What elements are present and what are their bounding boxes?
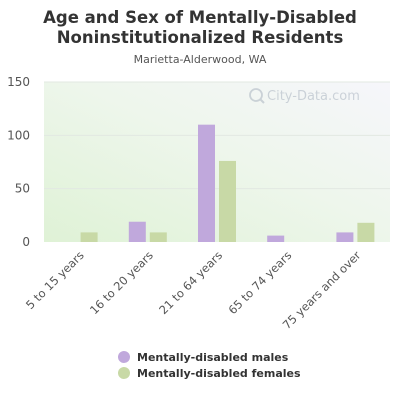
y-tick-label-100: 100 — [7, 128, 30, 142]
legend-item-males: Mentally-disabled males — [118, 349, 301, 365]
legend-swatch-females — [118, 367, 130, 379]
legend-label-females: Mentally-disabled females — [137, 366, 301, 380]
y-tick-label-0: 0 — [22, 235, 30, 249]
bar-females-1 — [149, 232, 167, 242]
x-tick-label-0: 5 to 15 years — [23, 248, 87, 312]
watermark-magnifier-icon — [249, 88, 263, 102]
chart-title: Age and Sex of Mentally-Disabled Noninst… — [43, 8, 357, 47]
legend-label-males: Mentally-disabled males — [137, 350, 289, 364]
bar-females-2 — [219, 160, 236, 242]
y-tick-label-150: 150 — [7, 75, 30, 89]
x-tick-label-4: 75 years and over — [280, 248, 364, 332]
bar-females-4 — [357, 222, 375, 242]
bar-males-2 — [198, 124, 215, 242]
bar-males-3 — [267, 235, 285, 242]
bar-females-0 — [80, 232, 98, 242]
y-tick-label-50: 50 — [15, 182, 30, 196]
chart-legend: Mentally-disabled males Mentally-disable… — [118, 349, 301, 381]
bar-males-1 — [128, 221, 146, 242]
watermark: City-Data.com — [249, 88, 360, 104]
x-tick-label-1: 16 to 20 years — [87, 248, 156, 317]
x-tick-label-2: 21 to 64 years — [156, 248, 225, 317]
legend-swatch-males — [118, 351, 130, 363]
bar-males-4 — [336, 232, 354, 242]
legend-item-females: Mentally-disabled females — [118, 365, 301, 381]
watermark-text: City-Data.com — [267, 89, 360, 104]
chart-subtitle: Marietta-Alderwood, WA — [133, 53, 267, 66]
plot-area — [44, 82, 390, 242]
x-tick-label-3: 65 to 74 years — [225, 248, 294, 317]
